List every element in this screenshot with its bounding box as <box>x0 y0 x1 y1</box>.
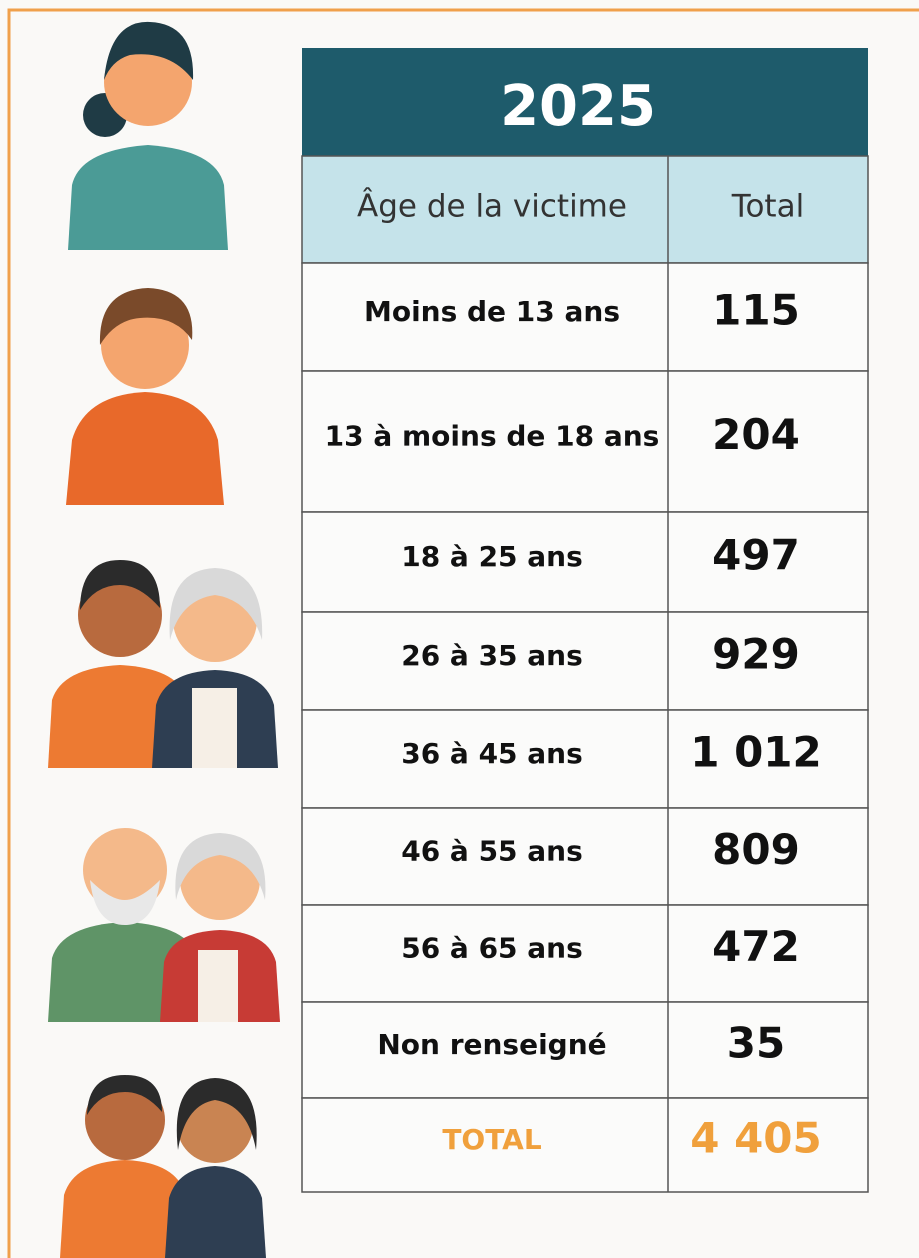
table-row <box>301 611 869 711</box>
table-row <box>301 709 869 809</box>
table-row <box>301 1001 869 1099</box>
total-cell: 472 <box>712 922 800 971</box>
total-cell: 929 <box>712 630 800 679</box>
illustration-girl <box>68 21 228 250</box>
age-cell: 13 à moins de 18 ans <box>325 420 660 453</box>
illustration-young-man-and-old-woman <box>48 560 278 768</box>
table-row <box>301 807 869 906</box>
table-row <box>301 1097 869 1193</box>
illustration-boy <box>66 288 224 505</box>
age-cell: Moins de 13 ans <box>364 295 620 328</box>
table-title: 2025 <box>500 74 656 139</box>
table: 2025 Âge de la victime Total <box>301 48 869 264</box>
total-value: 4 405 <box>690 1114 822 1163</box>
age-cell: 56 à 65 ans <box>401 932 583 965</box>
total-cell: 497 <box>712 531 800 580</box>
age-cell: Non renseigné <box>377 1028 606 1061</box>
header-cell: Total <box>731 189 804 225</box>
age-cell: 46 à 55 ans <box>401 835 583 868</box>
total-cell: 1 012 <box>690 728 822 777</box>
total-cell: 115 <box>712 286 800 335</box>
header-cell: Âge de la victime <box>357 189 627 225</box>
age-cell: 18 à 25 ans <box>401 540 583 573</box>
table-row <box>301 262 869 372</box>
page-border <box>7 8 919 1258</box>
table-row <box>301 370 869 513</box>
illustration-young-couple <box>60 1075 266 1258</box>
total-label: TOTAL <box>442 1123 541 1156</box>
illustration-elderly-couple <box>48 828 280 1022</box>
total-cell: 809 <box>712 825 800 874</box>
age-cell: 36 à 45 ans <box>401 737 583 770</box>
total-cell: 204 <box>712 410 800 459</box>
age-cell: 26 à 35 ans <box>401 639 583 672</box>
title-bar <box>302 48 868 156</box>
total-cell: 35 <box>727 1019 785 1068</box>
